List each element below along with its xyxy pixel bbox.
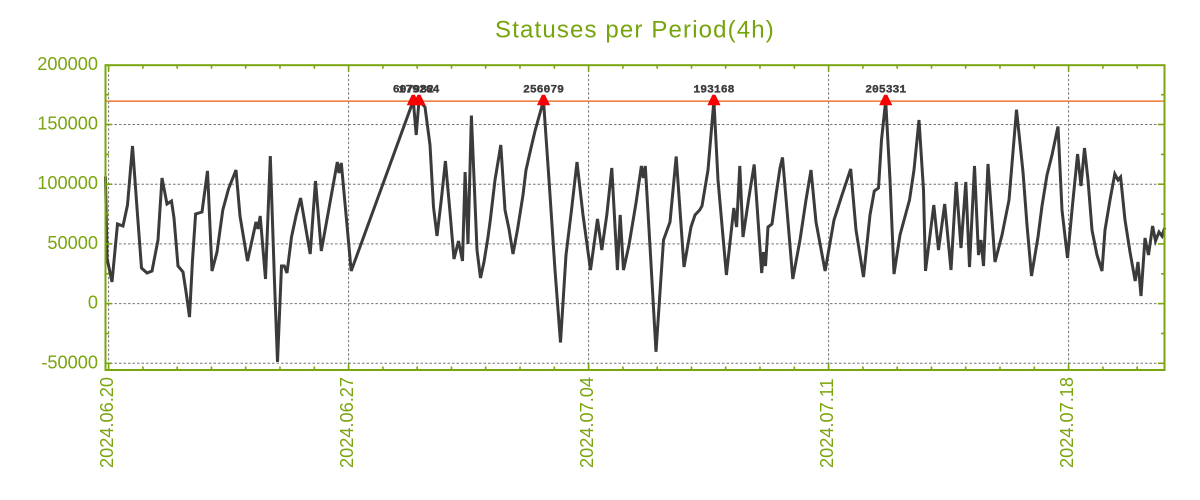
svg-text:2024.07.04: 2024.07.04	[577, 377, 597, 468]
svg-text:2024.07.11: 2024.07.11	[817, 378, 837, 468]
svg-text:193168: 193168	[693, 85, 734, 97]
svg-text:-50000: -50000	[41, 352, 98, 372]
svg-text:Statuses per Period(4h): Statuses per Period(4h)	[495, 17, 775, 44]
svg-text:256079: 256079	[523, 85, 564, 97]
svg-text:179264: 179264	[398, 85, 439, 97]
svg-text:2024.06.20: 2024.06.20	[97, 377, 117, 468]
svg-text:50000: 50000	[47, 233, 98, 253]
svg-text:200000: 200000	[37, 54, 98, 74]
svg-text:2024.06.27: 2024.06.27	[337, 377, 357, 468]
svg-text:150000: 150000	[37, 114, 98, 134]
svg-text:2024.07.18: 2024.07.18	[1057, 377, 1077, 468]
svg-text:607982: 607982	[393, 85, 434, 97]
svg-text:0: 0	[88, 293, 98, 313]
svg-text:100000: 100000	[37, 173, 98, 193]
svg-text:205331: 205331	[865, 85, 906, 97]
